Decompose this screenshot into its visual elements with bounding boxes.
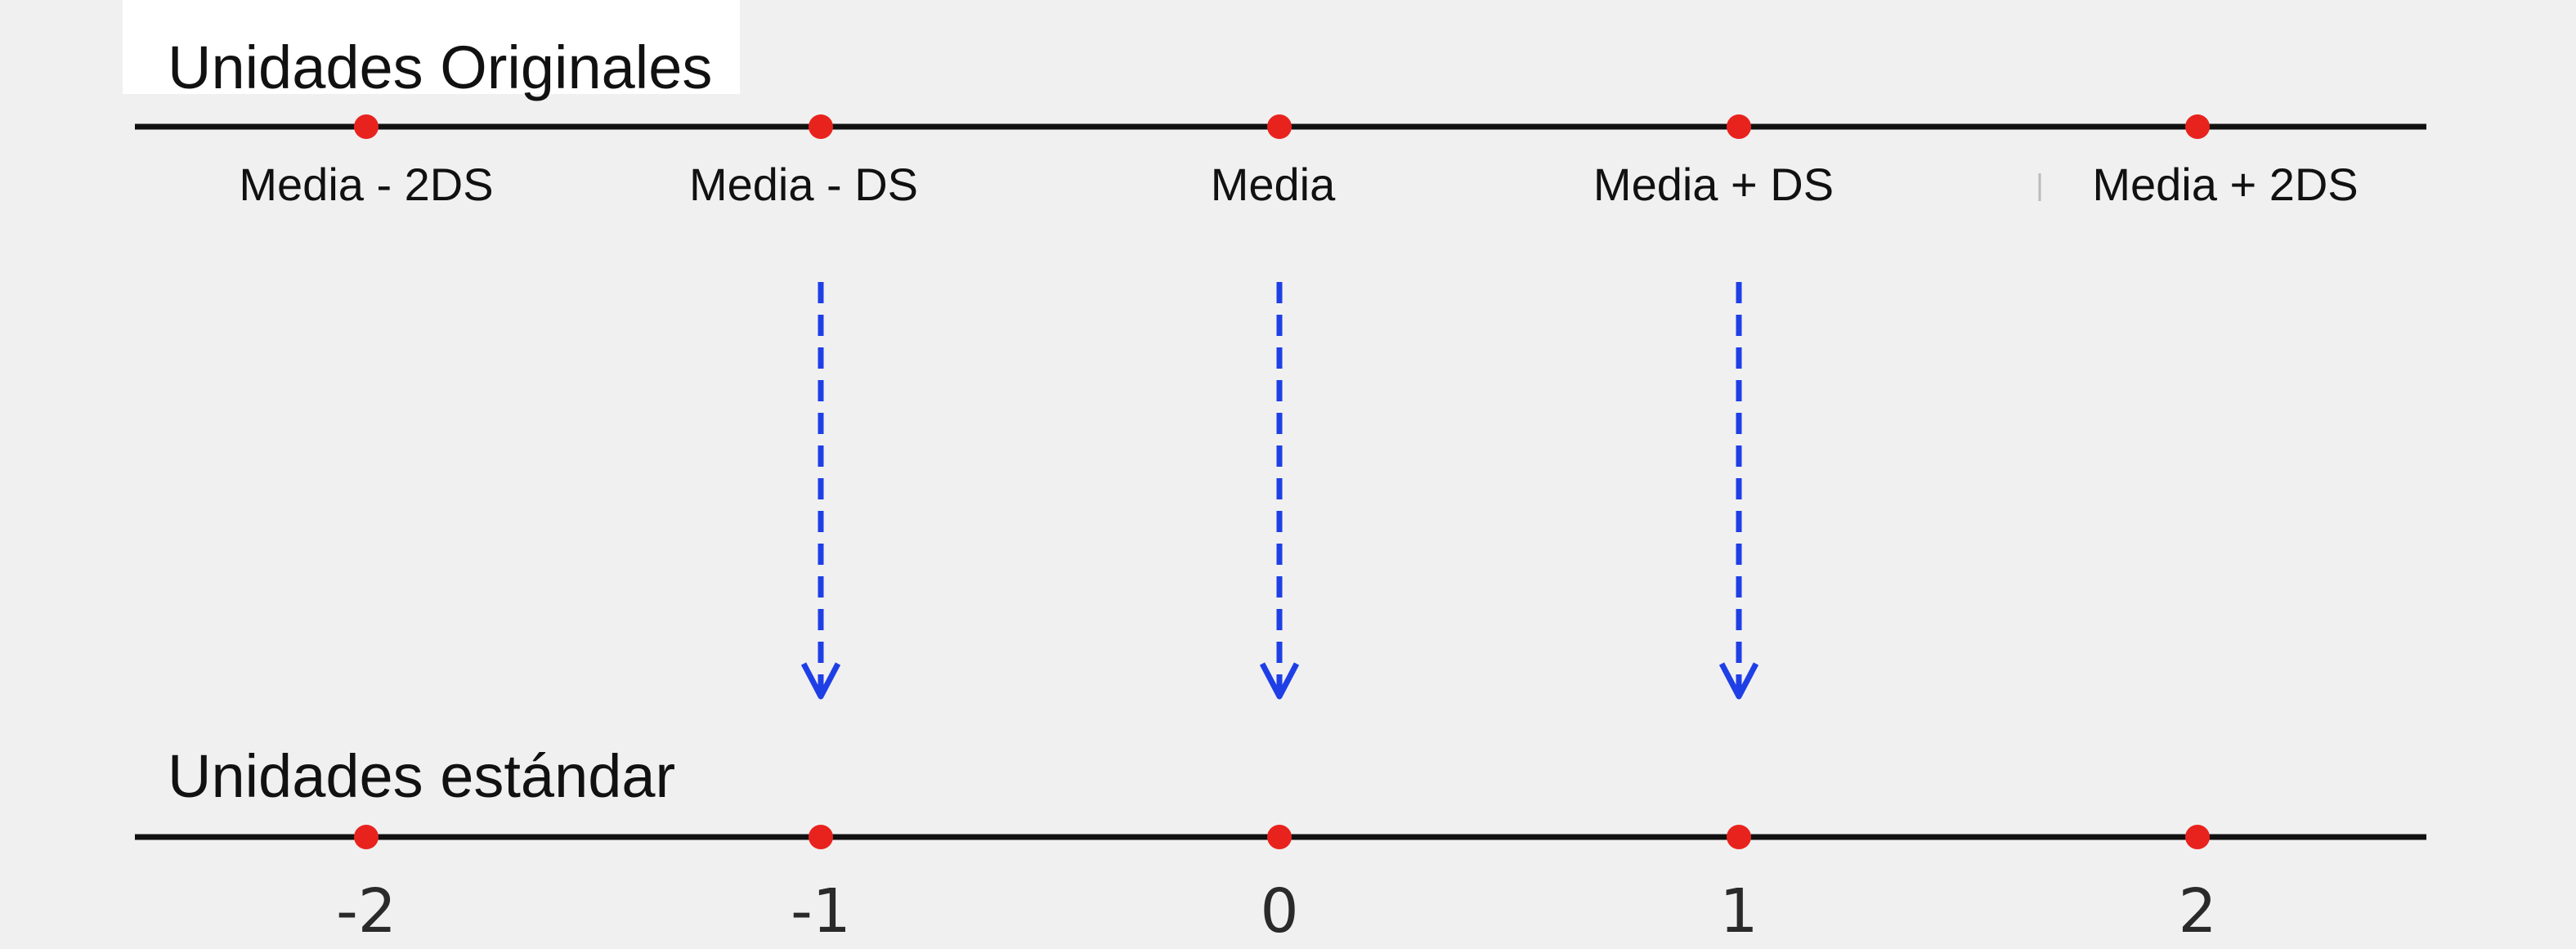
label-mean-minus-sd: Media - DS (689, 159, 918, 210)
label-minus-2: -2 (336, 876, 396, 947)
bottom-axis-points (354, 825, 2210, 849)
bottom-axis-title: Unidades estándar (168, 742, 675, 810)
arrow-mean-plus-sd (1718, 282, 1759, 700)
bottom-axis-point-1 (809, 825, 833, 849)
bottom-axis-point-2 (1267, 825, 1292, 849)
bottom-axis-point-4 (2185, 825, 2210, 849)
bottom-axis-point-0 (354, 825, 379, 849)
label-minus-1: -1 (791, 876, 851, 947)
top-axis-point-2 (1267, 114, 1292, 139)
bottom-axis-labels: -2 -1 0 1 2 (336, 876, 2216, 947)
top-axis-point-3 (1727, 114, 1751, 139)
label-mean-plus-2sd: Media + 2DS (2092, 159, 2358, 210)
label-mean-minus-2sd: Media - 2DS (239, 159, 493, 210)
top-axis-points (354, 114, 2210, 139)
bottom-axis-point-3 (1727, 825, 1751, 849)
label-mean-plus-sd: Media + DS (1593, 159, 1834, 210)
arrow-mean-minus-sd (800, 282, 841, 700)
label-zero: 0 (1260, 876, 1298, 947)
arrow-mean (1259, 282, 1300, 700)
title-background (123, 0, 740, 94)
top-axis-title: Unidades Originales (168, 34, 712, 101)
top-axis-point-4 (2185, 114, 2210, 139)
label-mean: Media (1211, 159, 1336, 210)
top-axis-labels: Media - 2DS Media - DS Media Media + DS … (239, 159, 2358, 210)
mapping-arrows (800, 282, 1759, 700)
top-axis-point-1 (809, 114, 833, 139)
top-axis-point-0 (354, 114, 379, 139)
label-plus-2: 2 (2178, 876, 2216, 947)
label-plus-1: 1 (1719, 876, 1758, 947)
